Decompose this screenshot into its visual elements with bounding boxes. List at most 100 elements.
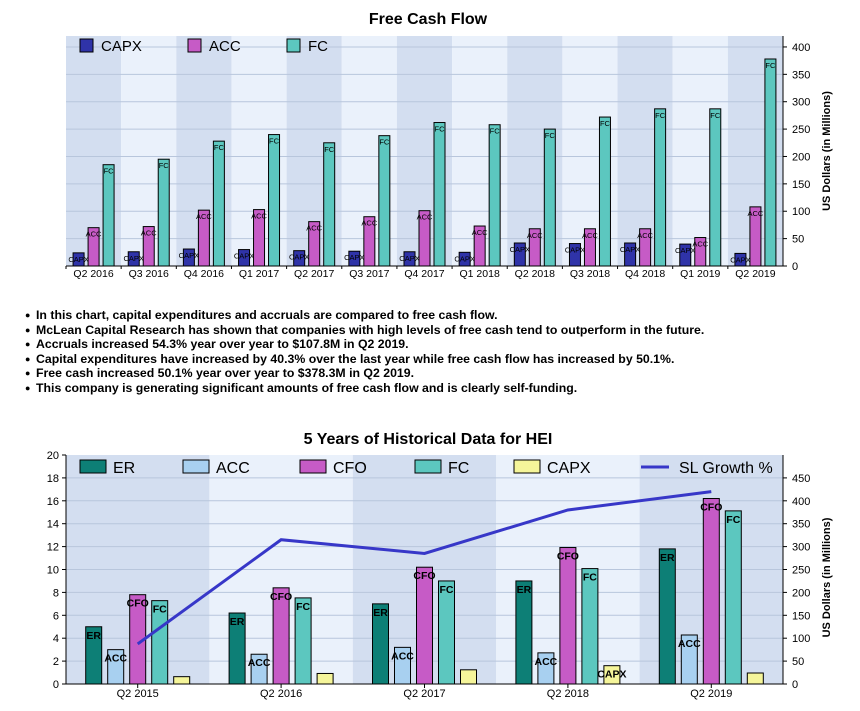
bar-label: FC <box>214 143 225 152</box>
right-y-tick-label: 350 <box>792 519 810 531</box>
bar-label: FC <box>159 161 170 170</box>
y-axis-label: US Dollars (in Millions) <box>821 91 833 211</box>
bar-acc <box>87 227 100 267</box>
legend-label: FC <box>448 460 469 477</box>
bar-acc <box>197 209 210 267</box>
bar-er <box>515 580 533 685</box>
bar-label: ACC <box>251 212 267 221</box>
bar-label: ER <box>660 552 675 564</box>
bar-label: ACC <box>248 657 271 669</box>
legend-swatch <box>187 38 202 53</box>
bar-label: CAPX <box>289 253 309 262</box>
bar-label: CAPX <box>399 254 419 263</box>
bar-capx <box>238 249 251 267</box>
bar-label: ER <box>373 607 388 619</box>
bar-er <box>85 626 103 685</box>
x-tick-label: Q1 2017 <box>239 268 279 280</box>
bar-capx <box>348 250 361 267</box>
bar-fc <box>488 124 501 267</box>
legend-label: ACC <box>209 38 241 55</box>
bar-label: FC <box>655 111 666 120</box>
x-tick-label: Q4 2016 <box>184 268 224 280</box>
bar-fc <box>438 580 455 685</box>
bar-acc <box>363 216 376 267</box>
bar-capx <box>460 669 477 685</box>
bar-acc <box>394 646 411 685</box>
legend-label: ER <box>113 460 135 477</box>
bar-label: CAPX <box>597 669 626 681</box>
x-tick-label: Q3 2018 <box>570 268 610 280</box>
chart-title: 5 Years of Historical Data for HEI <box>304 431 553 448</box>
bar-cfo <box>272 587 290 685</box>
bar-capx <box>568 243 581 267</box>
bar-label: CAPX <box>344 253 364 262</box>
bar-label: ACC <box>361 219 377 228</box>
right-y-tick-label: 400 <box>792 496 810 508</box>
bar-label: ACC <box>582 231 598 240</box>
x-tick-label: Q2 2016 <box>73 268 113 280</box>
bar-fc <box>151 600 169 685</box>
left-y-tick-label: 6 <box>53 610 59 622</box>
bar-label: FC <box>710 111 721 120</box>
bar-acc <box>253 209 266 267</box>
bar-label: ACC <box>141 229 157 238</box>
bar-fc <box>724 510 742 685</box>
x-tick-label: Q1 2018 <box>460 268 500 280</box>
bar-fc <box>543 128 556 267</box>
legend-label: CFO <box>333 460 367 477</box>
right-y-tick-label: 50 <box>792 656 804 668</box>
bar-fc <box>581 568 599 685</box>
bar-label: FC <box>545 131 556 140</box>
bar-label: CAPX <box>454 254 474 263</box>
chart-title: Free Cash Flow <box>369 11 488 28</box>
bar-acc <box>680 634 698 685</box>
y-tick-label: 400 <box>792 42 810 54</box>
bar-er <box>658 548 676 685</box>
x-tick-label: Q3 2017 <box>349 268 389 280</box>
left-y-tick-label: 14 <box>47 519 59 531</box>
bar-acc <box>749 206 762 267</box>
bar-label: FC <box>440 584 454 596</box>
right-y-tick-label: 200 <box>792 587 810 599</box>
bar-cfo <box>416 566 433 685</box>
bar-label: ER <box>230 616 245 628</box>
bar-acc <box>639 228 652 267</box>
x-tick-label: Q2 2017 <box>403 688 445 700</box>
sl-growth-line <box>136 490 712 646</box>
y-tick-label: 350 <box>792 69 810 81</box>
bar-label: CFO <box>700 502 722 514</box>
bar-fc <box>378 135 391 267</box>
x-tick-label: Q4 2017 <box>404 268 444 280</box>
bar-cfo <box>559 547 577 685</box>
bar-er <box>228 612 246 685</box>
left-y-tick-label: 16 <box>47 496 59 508</box>
bar-acc <box>583 228 596 267</box>
bar-label: CAPX <box>565 246 585 255</box>
x-tick-label: Q2 2018 <box>515 268 555 280</box>
bar-label: CAPX <box>234 252 254 261</box>
bar-label: ACC <box>417 213 433 222</box>
y-tick-label: 100 <box>792 206 810 218</box>
bar-label: CAPX <box>730 255 750 264</box>
bar-capx <box>513 242 526 267</box>
bar-capx <box>603 665 621 685</box>
right-y-tick-label: 100 <box>792 633 810 645</box>
legend-swatch <box>79 459 107 474</box>
bar-label: ACC <box>748 209 764 218</box>
bar-label: CFO <box>413 570 435 582</box>
bar-label: CAPX <box>68 255 88 264</box>
bar-er <box>372 603 389 685</box>
legend-swatch <box>513 459 541 474</box>
note-item: Capital expenditures have increased by 4… <box>25 352 704 367</box>
bar-label: ACC <box>86 230 102 239</box>
bar-label: FC <box>600 119 611 128</box>
bar-capx <box>127 251 140 267</box>
bar-label: CAPX <box>675 246 695 255</box>
bar-label: FC <box>324 145 335 154</box>
bar-acc <box>537 652 555 685</box>
bar-label: CFO <box>127 598 149 610</box>
left-y-tick-label: 20 <box>47 450 59 462</box>
legend-swatch <box>299 459 327 474</box>
bar-acc <box>142 226 155 267</box>
bar-label: ACC <box>692 240 708 249</box>
